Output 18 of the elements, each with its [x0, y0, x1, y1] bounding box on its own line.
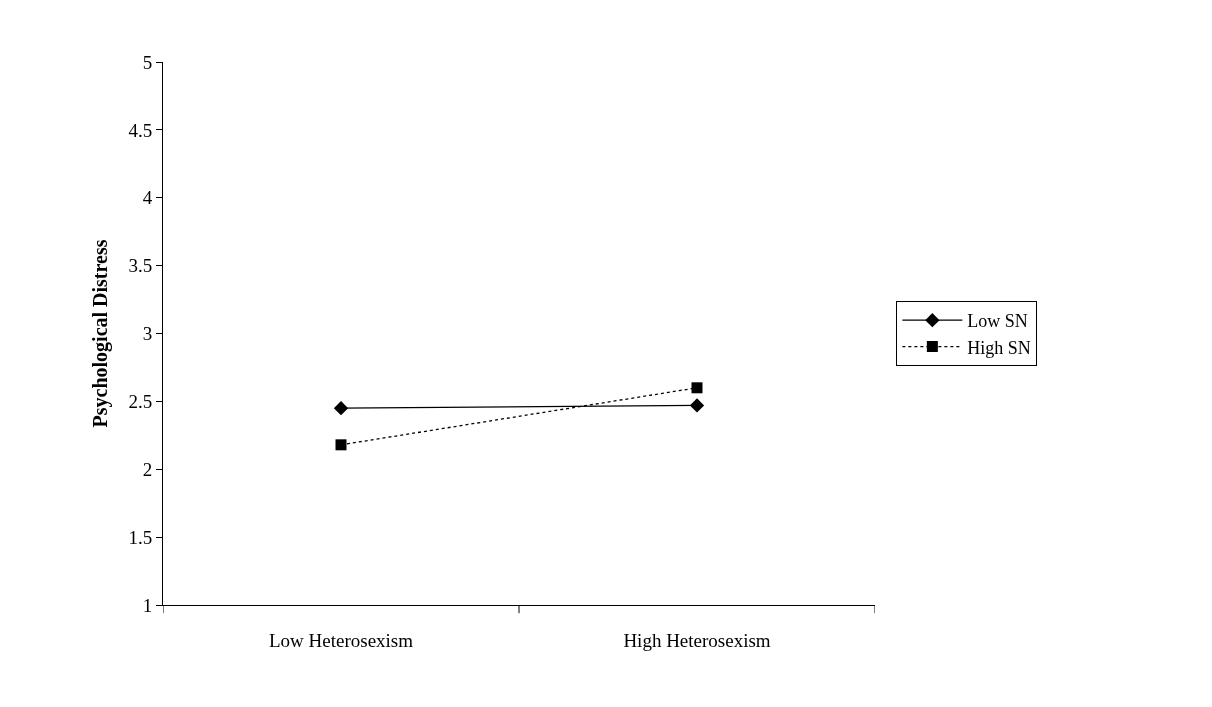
y-tick-label: 5 [142, 51, 153, 73]
point [333, 401, 349, 416]
y-tick-label: 2.5 [128, 391, 153, 413]
y-tick-label: 4.5 [128, 119, 153, 141]
point [689, 398, 705, 413]
x-tick-label: High Heterosexism [623, 629, 771, 651]
point [335, 439, 347, 451]
y-axis-title: Psychological Distress [88, 239, 112, 428]
y-tick-label: 3.5 [128, 255, 153, 277]
legend-label: Low SN [967, 311, 1028, 332]
y-tick-label: 2 [142, 458, 153, 480]
y-tick-label: 4 [142, 187, 153, 209]
y-tick-label: 1 [142, 594, 153, 616]
x-tick-label: Low Heterosexism [268, 629, 414, 651]
y-tick-label: 3 [142, 323, 153, 345]
legend-label: High SN [967, 337, 1031, 358]
point [691, 382, 703, 394]
y-tick-label: 1.5 [128, 526, 153, 548]
